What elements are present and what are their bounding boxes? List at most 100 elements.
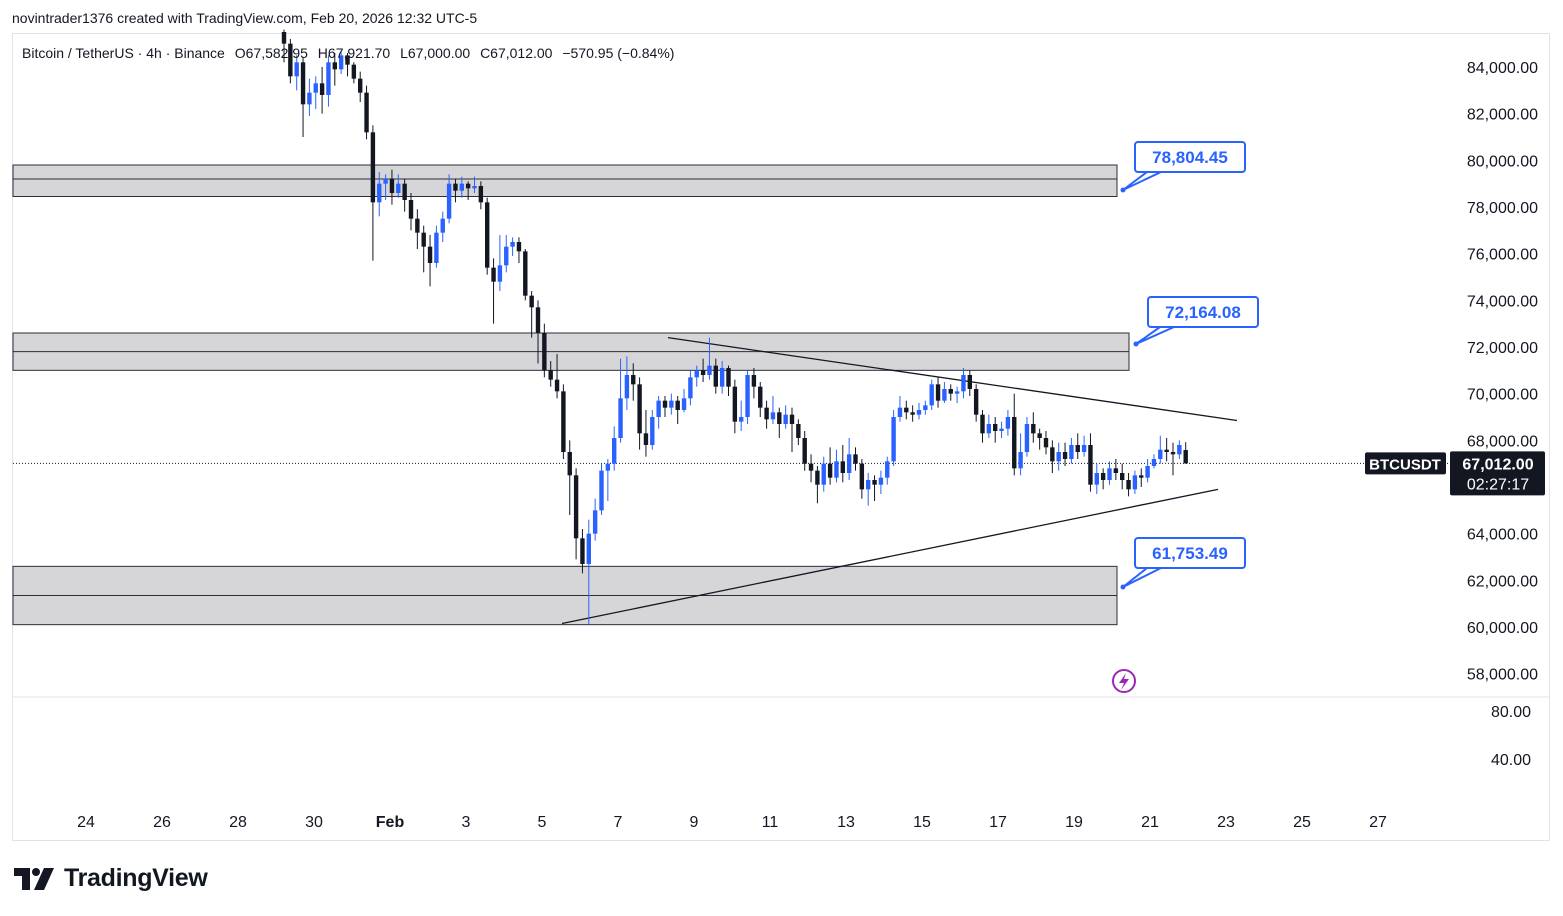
candle-body — [364, 92, 369, 133]
candle-body — [656, 400, 661, 417]
candle-body — [675, 400, 680, 410]
candle-body — [719, 368, 725, 387]
candle-body — [465, 183, 471, 189]
candle — [1120, 463, 1125, 490]
x-tick-label: 27 — [1369, 814, 1387, 831]
candle-body — [1056, 452, 1061, 462]
candle — [1075, 433, 1080, 459]
candle — [726, 365, 731, 396]
candle — [681, 389, 687, 413]
candle — [1177, 440, 1182, 459]
candle-body — [700, 370, 706, 375]
candle-body — [402, 183, 407, 200]
candle-body — [1005, 417, 1011, 429]
candle — [1094, 463, 1099, 494]
candle — [1107, 461, 1112, 485]
candle — [713, 358, 718, 394]
candle — [758, 382, 763, 417]
candle — [878, 470, 884, 494]
candle-body — [789, 414, 795, 424]
last-price-tag: BTCUSDT 67,012.00 02:27:17 — [1365, 451, 1545, 496]
symbol-tag-bg — [1365, 452, 1446, 475]
tradingview-logo[interactable]: TradingView — [14, 864, 208, 893]
candle — [662, 396, 668, 417]
candle — [637, 377, 642, 450]
candle-body — [694, 370, 699, 378]
candle-body — [1037, 433, 1042, 438]
candle — [999, 421, 1004, 438]
candle-body — [745, 375, 750, 417]
candle — [472, 176, 477, 193]
candle-body — [986, 424, 992, 434]
price-callout-2[interactable]: 72,164.08 — [1133, 296, 1259, 347]
candle-body — [586, 533, 591, 564]
candle-body — [434, 232, 439, 263]
candle — [453, 179, 458, 203]
brand-name: TradingView — [64, 864, 208, 892]
candle-body — [491, 267, 496, 282]
indicator-tick-label: 80.00 — [1491, 704, 1531, 721]
candle-body — [948, 389, 953, 394]
zone-1 — [12, 164, 1118, 197]
candle-body — [548, 370, 553, 380]
candle — [504, 235, 509, 273]
candle — [904, 400, 909, 420]
candle — [497, 235, 503, 291]
candle — [1126, 473, 1131, 497]
candle-body — [916, 410, 922, 415]
candle — [332, 53, 337, 86]
candle — [802, 431, 807, 471]
candle — [586, 519, 591, 625]
candle-body — [459, 183, 464, 191]
candle — [1158, 435, 1163, 464]
candle-body — [1132, 475, 1138, 490]
candle-body — [389, 179, 395, 193]
legend-close: C67,012.00 — [480, 45, 553, 61]
callout-pointer — [1122, 567, 1162, 588]
candle — [1031, 412, 1036, 443]
y-tick-label: 74,000.00 — [1467, 293, 1538, 310]
candle-body — [764, 407, 769, 420]
x-tick-label: 24 — [77, 814, 95, 831]
candle-body — [485, 202, 490, 268]
candle — [732, 379, 738, 434]
lightning-icon[interactable] — [1112, 669, 1136, 693]
callout-anchor-dot — [1133, 341, 1139, 347]
candle — [669, 393, 674, 415]
price-callout-3[interactable]: 61,753.49 — [1120, 537, 1246, 590]
candle-body — [326, 62, 331, 95]
price-axis: 84,000.00 82,000.00 80,000.00 78,000.00 76,0… — [13, 60, 1549, 769]
candle — [993, 417, 998, 443]
candle-body — [478, 186, 484, 203]
candle-body — [739, 417, 744, 422]
candle-body — [669, 400, 674, 408]
candle — [942, 382, 947, 403]
candle — [1113, 459, 1119, 480]
candle-body — [1050, 447, 1055, 462]
candle-body — [834, 461, 839, 478]
candle-body — [1075, 445, 1080, 452]
candle-body — [872, 480, 877, 485]
ascending-trendline — [561, 488, 1219, 625]
candle — [618, 358, 623, 443]
candle — [1050, 440, 1055, 473]
candle — [561, 384, 566, 459]
price-callout-1[interactable]: 78,804.45 — [1120, 141, 1246, 193]
x-tick-label: 25 — [1293, 814, 1311, 831]
x-tick-label: 15 — [913, 814, 931, 831]
candle — [1170, 442, 1176, 476]
candle-body — [1164, 449, 1169, 452]
candle-body — [383, 179, 388, 184]
legend-open: O67,582.95 — [234, 45, 308, 61]
candle-body — [853, 454, 858, 464]
candle-body — [370, 132, 376, 203]
candle — [707, 337, 712, 380]
candle-body — [993, 424, 998, 431]
candle — [294, 55, 299, 91]
candle — [529, 291, 534, 338]
candle-body — [567, 452, 572, 476]
candle-body — [662, 400, 668, 408]
candle-body — [1031, 424, 1036, 434]
candle — [719, 361, 725, 394]
